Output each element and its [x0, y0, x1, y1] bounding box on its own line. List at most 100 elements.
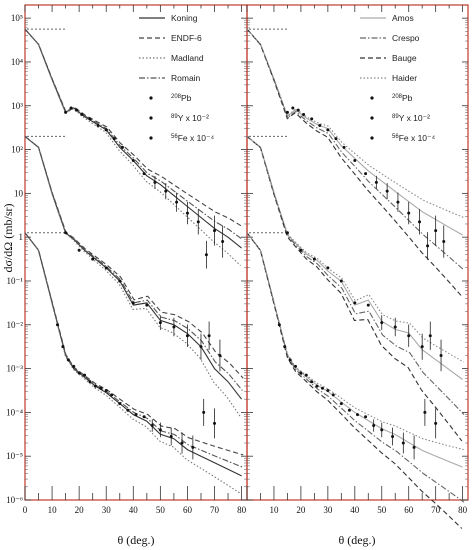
data-point-fe [372, 424, 376, 428]
data-point-pb [318, 123, 322, 127]
data-point-fe [83, 373, 87, 377]
x-tick-label: 40 [350, 505, 360, 515]
data-point-pb [74, 108, 78, 112]
data-point-fe [110, 393, 114, 397]
data-point-fe [93, 384, 97, 388]
legend-element: Pb [402, 93, 413, 103]
data-point-fe [391, 434, 395, 438]
data-point-fe [126, 408, 130, 412]
data-point-fe [142, 415, 146, 419]
data-point-fe [99, 386, 103, 390]
data-point-fe [283, 345, 287, 349]
legend-marker [149, 96, 153, 100]
left-panel: 10⁻⁶ 10⁻⁵ 10⁻⁴ 10⁻³ 10⁻² 10⁻¹ 1 10 10² 10³ 10⁴ 10⁵ 0… [6, 4, 248, 515]
legend-mass-number: 89 [392, 114, 399, 120]
data-point-fe [434, 421, 438, 425]
legend-element: Y x 10⁻² [399, 113, 430, 123]
y-tick-label: 10 [14, 188, 24, 198]
data-point-y [207, 334, 211, 338]
data-point-pb [396, 200, 400, 204]
y-tick-label: 10³ [11, 101, 23, 111]
legend-element: Fe x 10⁻⁴ [178, 133, 215, 143]
data-point-fe [118, 402, 122, 406]
data-point-fe [401, 441, 405, 445]
data-point-y [366, 303, 370, 307]
data-point-fe [104, 388, 108, 392]
model-curve-madland-pb [24, 28, 241, 266]
legend-label-madland: Madland [171, 53, 204, 63]
data-point-fe [299, 371, 303, 375]
model-curve-romain-pb [24, 28, 243, 240]
legend-element: Fe x 10⁻⁴ [399, 133, 436, 143]
data-point-pb [69, 106, 73, 110]
data-point-fe [364, 415, 368, 419]
data-point-y [428, 334, 432, 338]
legend-mass-number: 56 [392, 134, 399, 140]
data-point-fe [72, 364, 76, 368]
x-tick-label: 70 [210, 505, 220, 515]
y-tick-label: 10⁻² [7, 320, 24, 330]
legend-label-endf-6: ENDF-6 [171, 33, 202, 43]
data-point-y [218, 353, 222, 357]
x-tick-label: 60 [404, 505, 414, 515]
x-tick-label: 50 [156, 505, 166, 515]
x-tick-label: 80 [237, 505, 247, 515]
data-point-fe [347, 408, 351, 412]
data-point-fe [77, 371, 81, 375]
data-point-fe [88, 380, 92, 384]
data-point-pb [80, 113, 84, 117]
data-point-fe [66, 358, 70, 362]
data-point-pb [164, 189, 168, 193]
data-point-y [353, 301, 357, 305]
y-tick-label: 10⁻⁶ [6, 495, 23, 505]
x-tick-label: 0 [23, 505, 28, 515]
legend-mass-number: 208 [392, 94, 403, 100]
data-point-fe [304, 373, 308, 377]
data-point-pb [364, 172, 368, 176]
legend-marker [370, 96, 374, 100]
data-point-pb [112, 137, 116, 141]
data-point-pb [296, 108, 300, 112]
data-point-y [118, 279, 122, 283]
model-curve-bauge-fe [246, 232, 463, 529]
data-point-fe [339, 402, 343, 406]
data-point-pb [221, 240, 225, 244]
x-tick-label: 40 [129, 505, 139, 515]
data-point-fe [423, 410, 427, 414]
data-point-y [326, 266, 330, 270]
x-tick-label: 80 [458, 505, 468, 515]
legend-element: Pb [181, 93, 192, 103]
data-point-pb [285, 110, 289, 114]
data-point-y [77, 248, 81, 252]
data-point-pb [88, 117, 92, 121]
data-point-pb [326, 128, 330, 132]
data-point-pb [334, 137, 338, 141]
model-curve-haider-fe [246, 232, 464, 451]
legend-marker [149, 136, 153, 140]
data-point-y [439, 353, 443, 357]
data-point-fe [61, 345, 65, 349]
data-point-fe [202, 410, 206, 414]
data-point-pb [434, 229, 438, 233]
y-axis-title: dσ/dΩ (mb/sr) [1, 203, 15, 272]
data-point-fe [288, 358, 292, 362]
data-point-fe [315, 384, 319, 388]
data-point-pb [342, 145, 346, 149]
legend-label-koning: Koning [171, 13, 198, 23]
data-point-y [393, 325, 397, 329]
data-point-y [299, 248, 303, 252]
data-point-fe [320, 386, 324, 390]
model-curve-madland-y [24, 135, 241, 418]
x-tick-label: 30 [323, 505, 333, 515]
data-point-pb [310, 117, 314, 121]
data-point-y [199, 345, 203, 349]
data-point-pb [120, 145, 124, 149]
model-curve-bauge-pb [246, 28, 463, 297]
right-panel: 10 20 30 40 50 60 70 80 Amos Crespo Bauge Haider 208… [246, 4, 469, 529]
data-point-y [131, 301, 135, 305]
data-point-pb [185, 211, 189, 215]
data-point-pb [213, 229, 217, 233]
legend-label-pb: 208Pb [171, 93, 192, 103]
